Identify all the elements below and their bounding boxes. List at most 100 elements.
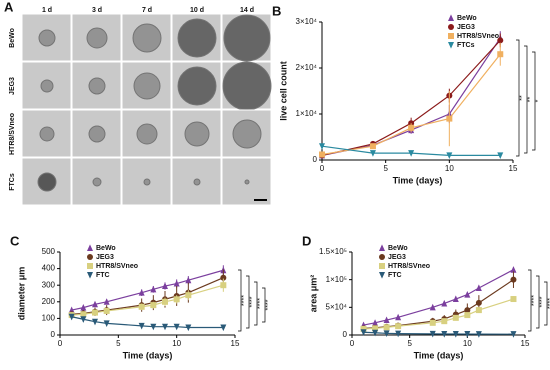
- y-tick-label: 5×10⁴: [326, 302, 348, 311]
- point: [369, 143, 376, 150]
- point: [80, 316, 87, 323]
- y-tick-label: 0: [313, 155, 318, 164]
- panel-letter: A: [4, 0, 14, 14]
- point: [372, 319, 379, 326]
- significance-bracket: [528, 269, 532, 332]
- point: [510, 331, 517, 338]
- panel-letter: D: [302, 233, 311, 248]
- significance-label: ****: [547, 298, 550, 309]
- significance-label: **: [527, 97, 534, 103]
- legend-label: BeWo: [96, 245, 116, 252]
- series-line: [363, 331, 514, 335]
- spheroid: [244, 179, 250, 185]
- y-tick-label: 2×10⁴: [296, 63, 318, 72]
- spheroid: [177, 66, 217, 106]
- significance-label: ****: [539, 296, 546, 307]
- legend-marker: [87, 263, 93, 269]
- point: [185, 276, 192, 284]
- legend-marker: [448, 42, 454, 49]
- row-label: FTCs: [9, 173, 16, 191]
- point: [510, 276, 517, 283]
- point: [162, 298, 168, 305]
- legend-label: HTR8/SVneo: [457, 33, 499, 40]
- point: [319, 151, 325, 158]
- significance-bracket: [544, 281, 548, 326]
- spheroid: [223, 14, 271, 62]
- spheroid: [136, 123, 158, 145]
- x-tick-label: 0: [350, 339, 355, 348]
- point: [497, 37, 504, 44]
- series-line: [71, 269, 224, 311]
- point: [138, 289, 145, 296]
- spheroid: [184, 121, 210, 147]
- series-line: [71, 316, 224, 329]
- x-tick-label: 0: [320, 164, 325, 173]
- point: [103, 320, 110, 327]
- series-line: [321, 39, 501, 156]
- significance-label: *: [535, 99, 542, 102]
- micrograph: [171, 109, 222, 158]
- y-tick-label: 100: [42, 314, 56, 323]
- y-axis-label: diameter μm: [16, 267, 26, 321]
- row-label: JEG3: [9, 77, 16, 95]
- spheroid: [39, 126, 55, 142]
- point: [92, 318, 98, 326]
- y-tick-label: 200: [42, 297, 56, 306]
- spheroid: [88, 125, 106, 143]
- spheroid: [86, 27, 108, 49]
- point: [395, 330, 402, 338]
- significance-label: ****: [257, 298, 264, 309]
- column-label: 14 d: [240, 7, 254, 14]
- point: [138, 303, 145, 310]
- point: [446, 152, 453, 159]
- point: [475, 284, 482, 291]
- legend-marker: [448, 24, 454, 30]
- point: [150, 323, 157, 331]
- point: [497, 152, 504, 159]
- y-tick-label: 1.5×10⁵: [319, 247, 347, 256]
- series-line: [363, 269, 514, 326]
- x-tick-label: 15: [521, 339, 530, 348]
- legend-marker: [87, 254, 93, 260]
- x-tick-label: 5: [383, 164, 388, 173]
- spheroid: [88, 77, 106, 95]
- significance-label: ****: [265, 299, 272, 310]
- panel-letter: B: [272, 3, 281, 18]
- point: [360, 329, 367, 336]
- legend-marker: [379, 244, 385, 251]
- point: [475, 307, 482, 314]
- point: [383, 330, 390, 337]
- point: [408, 124, 415, 131]
- point: [68, 306, 75, 314]
- point: [369, 150, 376, 157]
- significance-label: ****: [241, 295, 248, 306]
- point: [185, 324, 192, 332]
- column-label: 7 d: [142, 7, 152, 14]
- column-label: 10 d: [190, 7, 204, 14]
- legend-label: BeWo: [457, 15, 477, 22]
- significance-bracket: [246, 275, 250, 329]
- significance-label: **: [519, 95, 526, 101]
- spheroid: [143, 178, 151, 186]
- point: [464, 307, 471, 314]
- significance-bracket: [254, 281, 258, 326]
- point: [319, 143, 325, 150]
- point: [475, 299, 482, 306]
- legend-marker: [87, 272, 93, 279]
- point: [220, 324, 227, 332]
- spheroid: [193, 178, 201, 186]
- point: [92, 300, 98, 308]
- spheroid: [38, 29, 56, 47]
- series-line: [363, 298, 514, 330]
- point: [80, 311, 87, 318]
- y-axis-label: live cell count: [278, 61, 288, 121]
- point: [80, 304, 87, 311]
- micrograph: [221, 109, 272, 158]
- point: [497, 51, 504, 58]
- significance-bracket: [532, 51, 536, 151]
- point: [162, 323, 168, 331]
- y-axis-label: area μm²: [308, 275, 318, 313]
- significance-bracket: [516, 39, 520, 157]
